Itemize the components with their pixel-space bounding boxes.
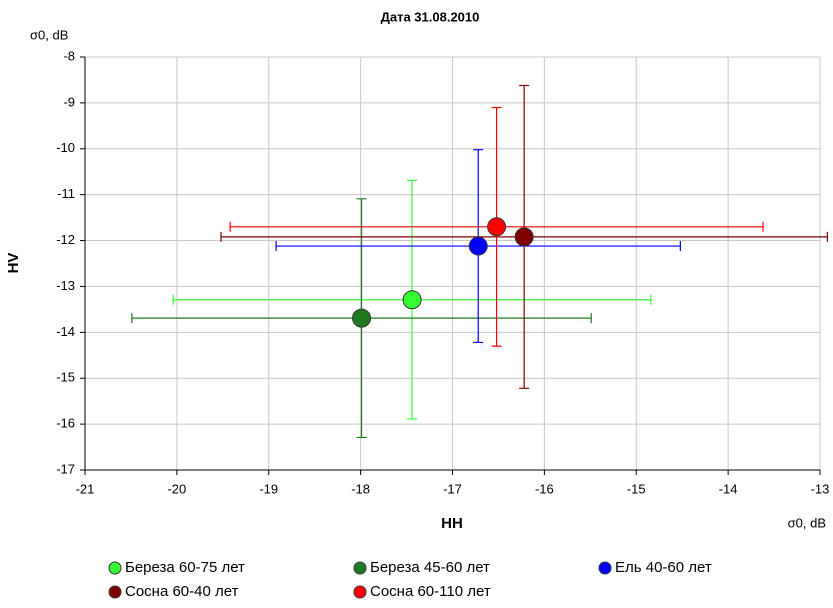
y-tick-label: -17 [56,461,75,476]
x-tick-label: -15 [627,481,646,496]
legend-label: Сосна 60-110 лет [370,583,491,600]
y-unit-label: σ0, dB [30,27,68,42]
x-tick-label: -21 [76,481,95,496]
x-tick-label: -13 [811,481,830,496]
y-tick-label: -15 [56,370,75,385]
point [402,290,422,310]
point [352,308,372,328]
x-tick-label: -17 [443,481,462,496]
point [468,236,488,256]
x-tick-label: -20 [167,481,186,496]
x-tick-label: -16 [535,481,554,496]
y-tick-label: -16 [56,416,75,431]
legend-marker [353,561,367,575]
x-axis-title: HH [441,515,463,532]
x-tick-label: -14 [719,481,738,496]
point [487,217,507,237]
legend-marker [598,561,612,575]
x-tick-label: -18 [351,481,370,496]
point [514,227,534,247]
y-tick-label: -13 [56,278,75,293]
legend-marker [108,561,122,575]
legend-marker [353,585,367,599]
chart-title: Дата 31.08.2010 [381,9,480,24]
y-tick-label: -8 [63,48,75,63]
legend-label: Береза 45-60 лет [370,559,490,576]
x-unit-label: σ0, dB [788,515,826,530]
y-tick-label: -11 [57,186,75,201]
legend-label: Береза 60-75 лет [125,559,245,576]
y-axis-title: HV [5,253,22,274]
y-tick-label: -12 [56,232,75,247]
legend-label: Ель 40-60 лет [615,559,712,576]
legend-marker [108,585,122,599]
y-tick-label: -10 [56,140,75,155]
y-tick-label: -14 [56,324,75,339]
y-tick-label: -9 [63,94,75,109]
x-tick-label: -19 [259,481,278,496]
legend-label: Сосна 60-40 лет [125,583,239,600]
